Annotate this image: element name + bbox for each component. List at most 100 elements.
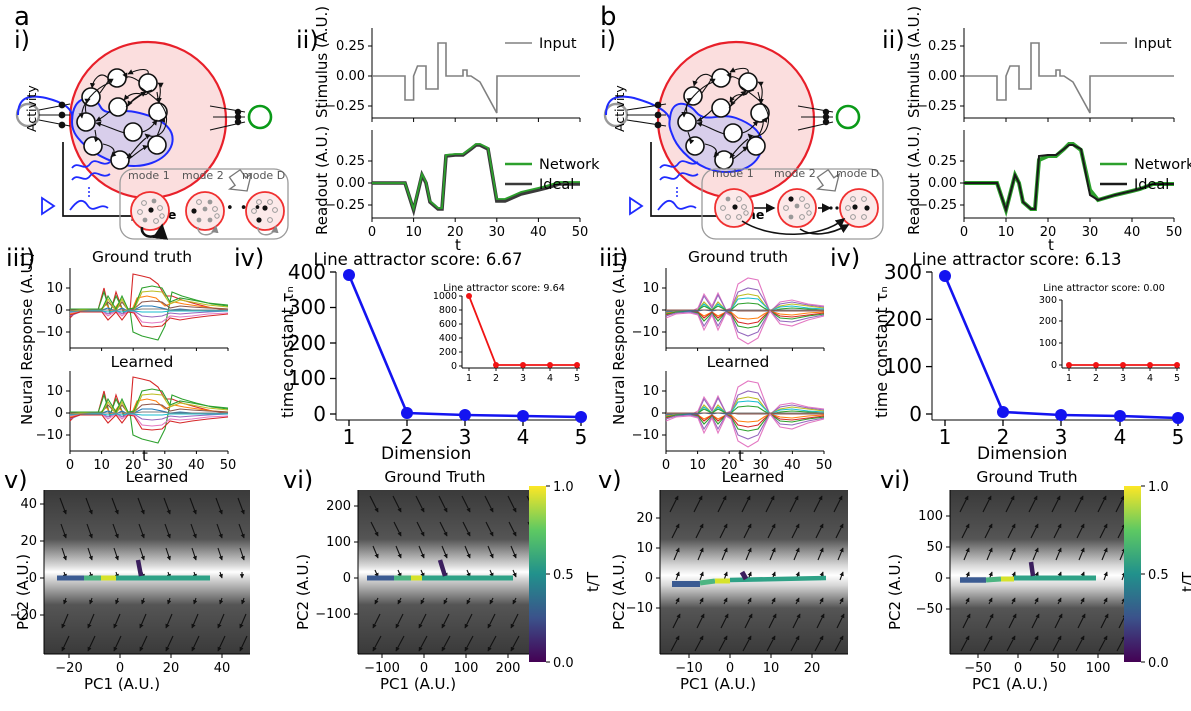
panel-a-iv-chart: 0 100 200 300 400 1 2 3 4 5 Line attract… [286,260,588,449]
svg-text:0: 0 [313,402,326,426]
panel-a-i-label: i) [14,26,31,54]
svg-text:0: 0 [451,361,457,372]
svg-text:20: 20 [447,225,464,240]
svg-text:−10: −10 [632,428,659,443]
svg-text:1: 1 [1066,373,1072,384]
svg-text:200: 200 [884,307,922,331]
panel-b-vi-xlabel: PC1 (A.U.) [972,675,1049,693]
svg-text:3: 3 [520,373,526,384]
svg-text:10: 10 [636,541,653,556]
panel-b-iv-chart: 0 100 200 300 1 2 3 4 5 Line attractor s… [880,260,1185,449]
svg-text:0.00: 0.00 [928,69,957,84]
learned-axes: 10 0 −10 0 10 20 30 40 50 [36,371,236,473]
svg-text:0: 0 [645,571,653,586]
svg-text:2: 2 [997,425,1010,449]
stimulus-input-trace [964,42,1174,114]
panel-b-v-ylabel: PC2 (A.U.) [610,553,628,630]
svg-text:−20: −20 [10,608,37,623]
mode-label-2: mode 2 [182,169,224,182]
svg-text:4: 4 [517,425,530,449]
svg-text:100: 100 [884,354,922,378]
svg-text:5: 5 [1174,373,1180,384]
panel-b-iii-label: iii) [599,244,629,272]
mode-label-d: mode D [836,167,880,180]
svg-text:30: 30 [1082,225,1099,240]
svg-text:0: 0 [651,406,659,421]
svg-text:−10: −10 [36,325,63,340]
svg-text:−10: −10 [626,601,653,616]
output-node [247,104,273,130]
trajectory-line [367,559,513,581]
svg-text:10: 10 [998,225,1015,240]
svg-text:10: 10 [405,225,422,240]
svg-text:200: 200 [1039,316,1057,327]
panel-b-vi-phaseplot: 100 50 0 −50 −50 0 50 100 [908,486,1158,686]
stimulus-input-trace [372,42,580,114]
stimulus-axes: 0.25 0.00 −0.25 Input [325,28,581,122]
panel-b-iv-label: iv) [830,244,861,272]
svg-text:200: 200 [496,661,521,676]
panel-a-vi-xlabel: PC1 (A.U.) [380,675,457,693]
svg-text:−20: −20 [55,661,82,676]
svg-text:10: 10 [763,661,780,676]
svg-text:600: 600 [439,319,457,330]
svg-text:2: 2 [401,425,414,449]
svg-text:50: 50 [816,458,833,473]
panel-b-letter: b [600,2,617,32]
panel-a-iv-inset: Line attractor score: 9.64 0 200 400 600… [419,283,582,384]
svg-text:100: 100 [918,509,943,524]
panel-b-iii-title-learned: Learned [706,353,770,371]
svg-text:Network: Network [1134,157,1191,173]
svg-text:0: 0 [29,571,37,586]
svg-text:50: 50 [1050,661,1067,676]
panel-b-vi-ylabel: PC2 (A.U.) [886,553,904,630]
svg-text:5: 5 [574,373,580,384]
input-node-outline [17,95,74,121]
svg-text:−50: −50 [916,602,943,617]
svg-text:0: 0 [935,571,943,586]
panel-b-i-mode-box: mode 1 mode 2 mode D [700,163,885,241]
svg-text:20: 20 [636,511,653,526]
svg-text:2: 2 [1093,373,1099,384]
svg-text:0.0: 0.0 [1148,656,1169,671]
svg-text:−10: −10 [36,428,63,443]
svg-text:100: 100 [326,535,351,550]
panel-b-iii-ylabel: Neural Response (A.U.) [610,251,628,425]
gt-axes: 10 0 −10 [36,268,229,351]
svg-text:20: 20 [20,534,37,549]
panel-a-iii-charts: 10 0 −10 [32,266,236,473]
svg-text:0: 0 [420,661,428,676]
svg-text:10: 10 [46,384,63,399]
svg-text:10: 10 [689,458,706,473]
input-node-outline [605,95,671,121]
svg-text:1: 1 [939,425,952,449]
panel-b-colorbar: 1.0 0.5 0.0 t/T [1122,480,1191,680]
svg-text:200: 200 [326,499,351,514]
svg-text:20: 20 [125,458,142,473]
svg-text:0: 0 [1051,360,1057,371]
svg-text:20: 20 [163,661,180,676]
svg-text:10: 10 [46,281,63,296]
panel-a-iii-title-learned: Learned [110,353,174,371]
svg-text:1: 1 [466,373,472,384]
timeconstant-markers [343,269,587,423]
double-arrow-icon [227,168,253,192]
svg-text:20: 20 [721,458,738,473]
panel-a-letter: a [14,2,30,32]
svg-text:1000: 1000 [433,291,457,302]
svg-text:3: 3 [1055,425,1068,449]
panel-a-v-xlabel: PC1 (A.U.) [84,675,161,693]
svg-text:100: 100 [288,366,326,390]
svg-text:0: 0 [368,225,376,240]
svg-text:0: 0 [909,402,922,426]
svg-text:4: 4 [547,373,553,384]
panel-a-ii-readout-ylabel: Readout (A.U.) [313,125,331,235]
svg-text:Ideal: Ideal [1134,177,1169,193]
svg-text:300: 300 [884,260,922,284]
svg-text:300: 300 [288,295,326,319]
svg-text:Input: Input [539,36,577,52]
svg-text:0.25: 0.25 [336,39,365,54]
mode-label-2: mode 2 [774,167,816,180]
panel-a-vi-phaseplot: 200 100 0 −100 −100 0 100 200 [315,486,566,686]
learned-axes: 10 0 −10 0 10 20 30 40 50 [632,371,833,473]
